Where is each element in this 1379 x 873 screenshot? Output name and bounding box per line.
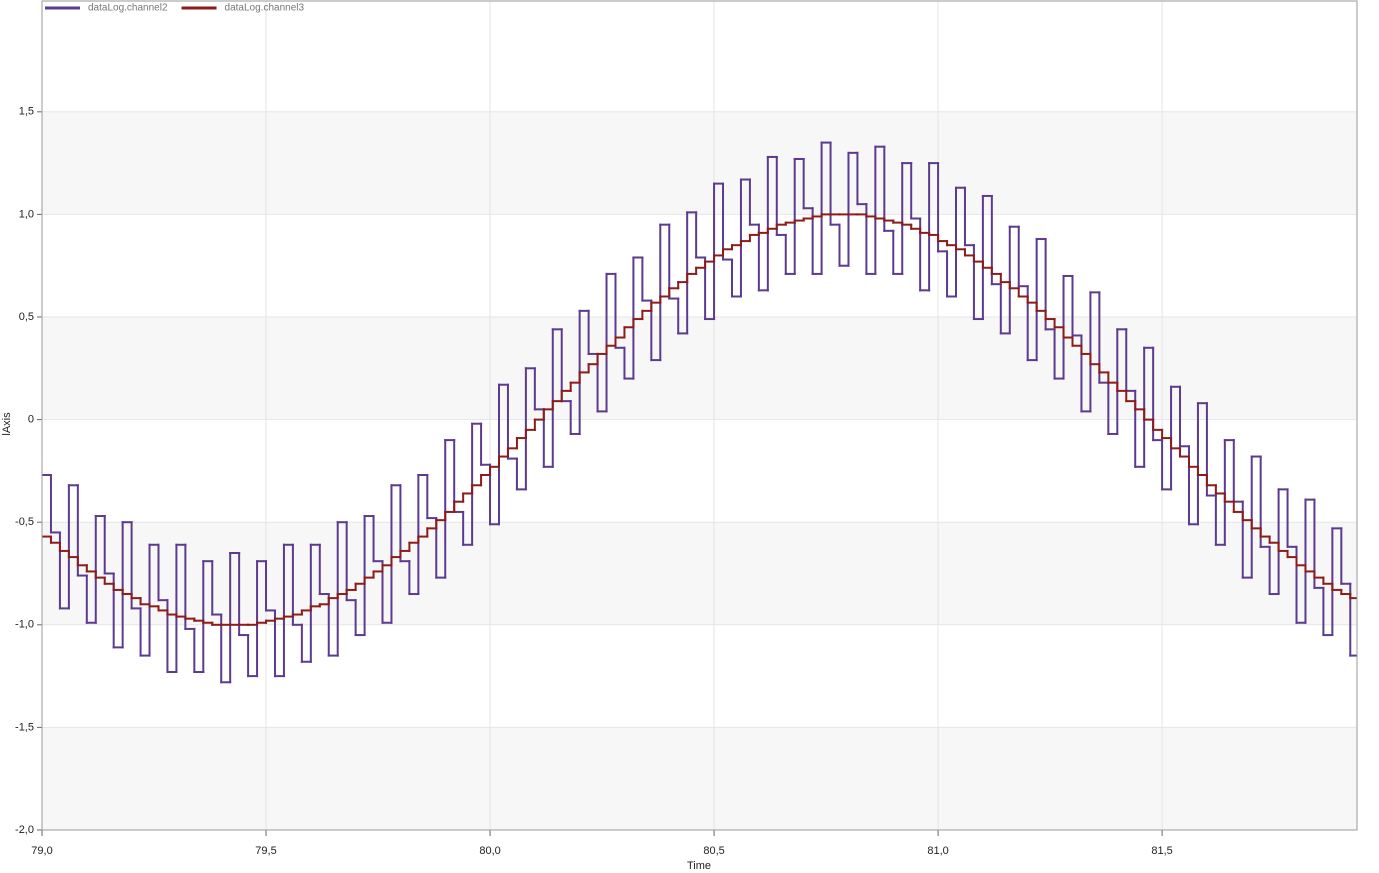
y-tick-label: -1,0 xyxy=(15,619,34,631)
axes: -2,0 -1,5 -1,0 -0,5 0 0,5 1,0 1,5 79,0 79,5 80,0 80… xyxy=(15,0,1358,857)
y-tick-label: 1,0 xyxy=(19,208,34,220)
y-tick-label: 0,5 xyxy=(19,311,34,323)
legend-label: dataLog.channel2 xyxy=(88,3,168,14)
grid-band xyxy=(42,317,1357,420)
grid-band xyxy=(42,111,1357,215)
x-tick-label: 81,0 xyxy=(927,845,948,857)
y-tick-label: -0,5 xyxy=(15,516,34,528)
y-tick-label: -1,5 xyxy=(15,721,34,733)
y-tick-label: 1,5 xyxy=(19,106,34,118)
plot-frame xyxy=(41,0,1358,831)
legend-label: dataLog.channel3 xyxy=(225,3,305,14)
series-1 xyxy=(42,213,1357,626)
y-tick-label: 0 xyxy=(28,414,34,426)
x-tick-label: 80,0 xyxy=(479,845,500,857)
x-tick-label: 81,5 xyxy=(1151,845,1172,857)
grid-band xyxy=(42,522,1357,625)
x-tick-label: 79,5 xyxy=(255,845,276,857)
x-tick-label: 79,0 xyxy=(31,845,52,857)
grid-band xyxy=(42,727,1357,830)
x-axis-label: Time xyxy=(687,860,711,872)
y-tick-label: -2,0 xyxy=(15,824,34,836)
y-axis-label: lAxis xyxy=(1,412,13,436)
plot-area xyxy=(42,141,1357,684)
legend: dataLog.channel2 dataLog.channel3 xyxy=(45,3,304,14)
x-tick-label: 80,5 xyxy=(703,845,724,857)
plot-background xyxy=(41,1,1357,831)
